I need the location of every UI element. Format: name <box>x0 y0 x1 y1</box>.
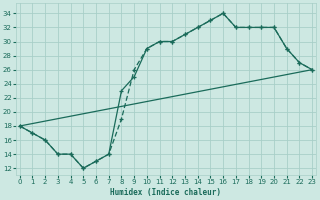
X-axis label: Humidex (Indice chaleur): Humidex (Indice chaleur) <box>110 188 221 197</box>
